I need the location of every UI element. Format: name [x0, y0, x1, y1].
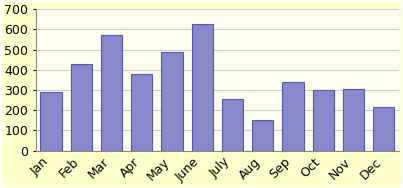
Bar: [283, 82, 303, 151]
Bar: [161, 52, 183, 151]
Bar: [191, 24, 213, 151]
Bar: [131, 74, 152, 151]
Bar: [373, 107, 394, 151]
Bar: [343, 89, 364, 151]
Bar: [40, 92, 62, 151]
Bar: [222, 99, 243, 151]
Bar: [101, 35, 122, 151]
Bar: [313, 90, 334, 151]
Bar: [71, 64, 92, 151]
Bar: [252, 120, 273, 151]
